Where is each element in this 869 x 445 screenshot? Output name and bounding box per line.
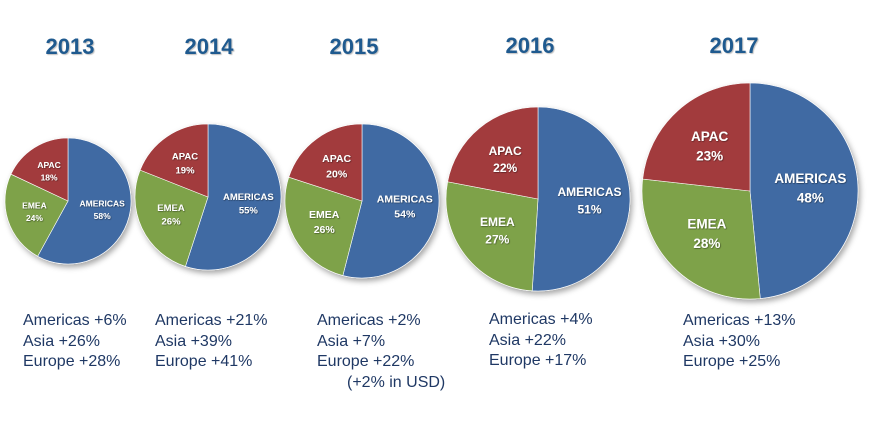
note-americas: Americas +13%	[683, 312, 796, 329]
slice-americas	[749, 82, 859, 299]
slice-value-americas: 54%	[394, 209, 416, 221]
slice-apac	[10, 137, 69, 202]
slice-value-apac: 19%	[176, 165, 196, 176]
growth-notes-2016: Americas +4% Asia +22% Europe +17%	[489, 310, 593, 372]
slice-name-americas: AMERICAS	[377, 193, 433, 205]
slice-apac	[139, 123, 209, 198]
pie-2015	[284, 123, 440, 279]
slice-name-apac: APAC	[489, 144, 522, 158]
slice-name-emea: EMEA	[22, 201, 47, 211]
slice-label-americas: AMERICAS 58%	[79, 199, 125, 221]
slice-apac	[642, 82, 751, 192]
growth-notes-2013: Americas +6% Asia +26% Europe +28%	[23, 311, 127, 373]
year-title-2013: 2013	[45, 34, 95, 59]
note-europe: Europe +41%	[155, 353, 253, 370]
note-asia: Asia +30%	[683, 332, 760, 350]
slice-name-emea: EMEA	[480, 215, 515, 229]
note-europe: Europe +25%	[683, 353, 781, 370]
slice-americas	[37, 137, 132, 265]
growth-notes-2015: Americas +2% Asia +7% Europe +22% (+2% i…	[317, 311, 445, 393]
note-asia: Asia +7%	[317, 332, 386, 350]
note-americas: Americas +2%	[317, 312, 421, 329]
slice-emea	[134, 169, 209, 267]
year-title-2017: 2017	[709, 33, 759, 58]
year-title-2015: 2015	[329, 34, 379, 59]
slice-value-americas: 51%	[577, 203, 601, 217]
slice-name-americas: AMERICAS	[774, 171, 846, 186]
note-europe: Europe +17%	[489, 352, 587, 369]
slice-label-emea: EMEA 26%	[309, 209, 340, 236]
slice-name-apac: APAC	[172, 152, 198, 163]
slice-americas	[342, 123, 440, 279]
slice-name-apac: APAC	[37, 160, 60, 170]
slice-label-emea: EMEA 28%	[687, 216, 726, 251]
slice-value-americas: 48%	[797, 191, 824, 206]
slice-value-emea: 26%	[314, 224, 336, 236]
slice-value-emea: 28%	[693, 236, 720, 251]
pie-2013	[4, 137, 132, 265]
pie-2016	[445, 106, 631, 292]
slice-label-americas: AMERICAS 48%	[774, 171, 846, 206]
note-americas: Americas +6%	[23, 312, 127, 329]
slice-label-americas: AMERICAS 51%	[557, 185, 621, 216]
year-title-2014: 2014	[184, 34, 234, 59]
slice-value-apac: 23%	[696, 148, 723, 163]
slice-label-emea: EMEA 24%	[22, 201, 47, 223]
slice-label-apac: APAC 23%	[691, 129, 729, 164]
slice-value-apac: 18%	[41, 172, 58, 182]
note-asia: Asia +39%	[155, 332, 232, 350]
growth-notes-2017: Americas +13% Asia +30% Europe +25%	[683, 311, 796, 373]
slice-label-apac: APAC 18%	[37, 160, 60, 182]
slice-name-apac: APAC	[322, 153, 351, 165]
slice-apac	[447, 106, 539, 200]
note-americas: Americas +4%	[489, 311, 593, 328]
slice-emea	[445, 181, 539, 292]
slice-label-americas: AMERICAS 54%	[377, 193, 433, 220]
pie-2017	[641, 82, 859, 300]
slice-value-emea: 26%	[162, 217, 182, 228]
slice-americas	[185, 123, 282, 271]
slice-name-apac: APAC	[691, 129, 729, 144]
slice-value-emea: 27%	[485, 232, 509, 246]
slice-emea	[284, 176, 363, 276]
note-europe-usd: (+2% in USD)	[347, 373, 446, 391]
year-title-2016: 2016	[505, 33, 555, 58]
slice-value-americas: 58%	[94, 211, 111, 221]
slice-name-emea: EMEA	[309, 209, 340, 221]
note-europe: Europe +22%	[317, 353, 415, 370]
slice-label-americas: AMERICAS 55%	[223, 192, 274, 217]
slice-value-apac: 20%	[326, 168, 348, 180]
slice-emea	[4, 173, 69, 257]
slice-name-americas: AMERICAS	[223, 192, 274, 203]
slice-apac	[288, 123, 363, 202]
slice-label-apac: APAC 19%	[172, 152, 198, 177]
pie-2014	[134, 123, 282, 271]
slice-label-apac: APAC 22%	[489, 144, 522, 175]
slice-label-apac: APAC 20%	[322, 153, 351, 180]
slice-label-emea: EMEA 26%	[157, 203, 185, 228]
slice-value-emea: 24%	[26, 213, 43, 223]
note-americas: Americas +21%	[155, 312, 268, 329]
slice-emea	[641, 178, 761, 300]
note-asia: Asia +26%	[23, 332, 100, 350]
note-europe: Europe +28%	[23, 353, 121, 370]
slice-name-americas: AMERICAS	[79, 199, 125, 209]
slice-value-apac: 22%	[493, 161, 517, 175]
growth-notes-2014: Americas +21% Asia +39% Europe +41%	[155, 311, 268, 373]
note-asia: Asia +22%	[489, 331, 566, 349]
slice-name-americas: AMERICAS	[557, 185, 621, 199]
slice-label-emea: EMEA 27%	[480, 215, 515, 246]
slice-americas	[531, 106, 631, 292]
slice-name-emea: EMEA	[687, 216, 726, 231]
slice-name-emea: EMEA	[157, 203, 185, 214]
slice-value-americas: 55%	[239, 206, 259, 217]
